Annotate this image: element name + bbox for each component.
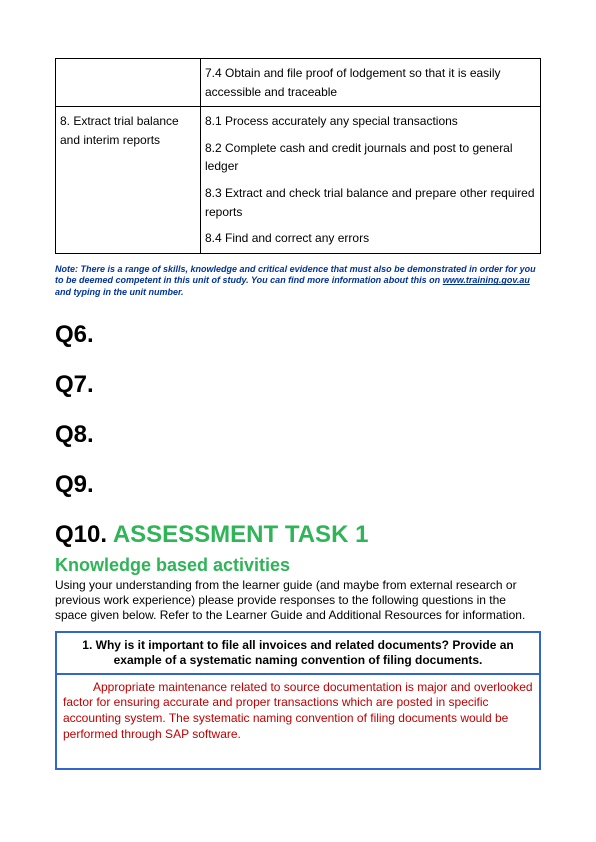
- subheading-knowledge: Knowledge based activities: [55, 555, 541, 576]
- note-link[interactable]: www.training.gov.au: [443, 275, 530, 285]
- criteria-item: 8.3 Extract and check trial balance and …: [205, 184, 536, 221]
- criteria-item: 8.2 Complete cash and credit journals an…: [205, 139, 536, 176]
- note-text: Note: There is a range of skills, knowle…: [55, 264, 541, 299]
- q10-title: ASSESSMENT TASK 1: [113, 521, 369, 548]
- qa-question: 1. Why is it important to file all invoi…: [56, 632, 540, 674]
- criteria-table: 7.4 Obtain and file proof of lodgement s…: [55, 58, 541, 254]
- criteria-item: 8.1 Process accurately any special trans…: [205, 112, 536, 131]
- criteria-row2-right: 8.1 Process accurately any special trans…: [201, 107, 541, 254]
- criteria-item: 8.4 Find and correct any errors: [205, 229, 536, 248]
- qa-answer: Appropriate maintenance related to sourc…: [56, 674, 540, 769]
- heading-q8: Q8.: [55, 421, 541, 449]
- intro-text: Using your understanding from the learne…: [55, 578, 541, 623]
- heading-q10: Q10. ASSESSMENT TASK 1: [55, 521, 541, 549]
- heading-q9: Q9.: [55, 471, 541, 499]
- criteria-row2-left: 8. Extract trial balance and interim rep…: [56, 107, 201, 254]
- note-post: and typing in the unit number.: [55, 287, 184, 297]
- q10-label: Q10.: [55, 521, 113, 548]
- criteria-row1-right: 7.4 Obtain and file proof of lodgement s…: [201, 59, 541, 107]
- qa-table: 1. Why is it important to file all invoi…: [55, 631, 541, 770]
- criteria-row1-left: [56, 59, 201, 107]
- heading-q6: Q6.: [55, 321, 541, 349]
- heading-q7: Q7.: [55, 371, 541, 399]
